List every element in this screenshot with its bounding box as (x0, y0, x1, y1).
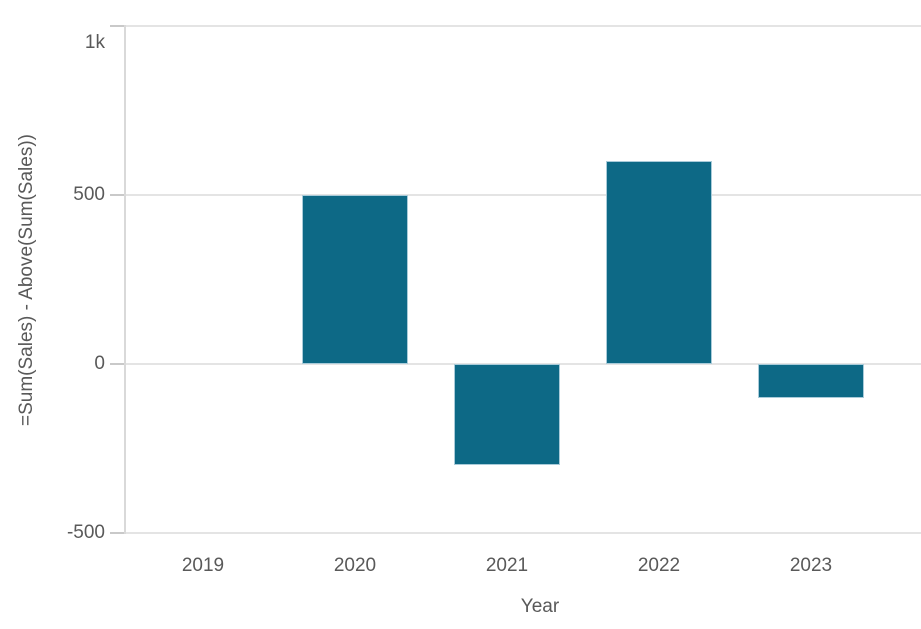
x-tick-label-2020: 2020 (333, 555, 377, 576)
y-tick-label: 500 (73, 184, 105, 205)
gridline-y-1k (125, 25, 921, 27)
bar-2020[interactable] (302, 195, 408, 364)
x-tick-label-2023: 2023 (789, 555, 833, 576)
bar-2021[interactable] (454, 364, 560, 465)
x-tick-label-2021: 2021 (485, 555, 529, 576)
y-tick-label: 0 (94, 353, 105, 374)
x-tick-label-2022: 2022 (637, 555, 681, 576)
bar-2023[interactable] (758, 364, 864, 398)
x-axis-title: Year (520, 596, 560, 617)
y-tick-mark (110, 194, 125, 196)
gridline-y--500 (125, 532, 921, 534)
y-axis-line (124, 25, 126, 534)
y-tick-label: -500 (66, 522, 105, 543)
x-tick-label-2019: 2019 (181, 555, 225, 576)
y-tick-label: 1k (84, 32, 105, 53)
bar-2022[interactable] (606, 161, 712, 364)
y-tick-mark (110, 532, 125, 534)
y-tick-mark (110, 25, 125, 27)
gridline-y-500 (125, 194, 921, 196)
y-tick-mark (110, 363, 125, 365)
y-axis-title: =Sum(Sales) - Above(Sum(Sales)) (16, 134, 37, 426)
